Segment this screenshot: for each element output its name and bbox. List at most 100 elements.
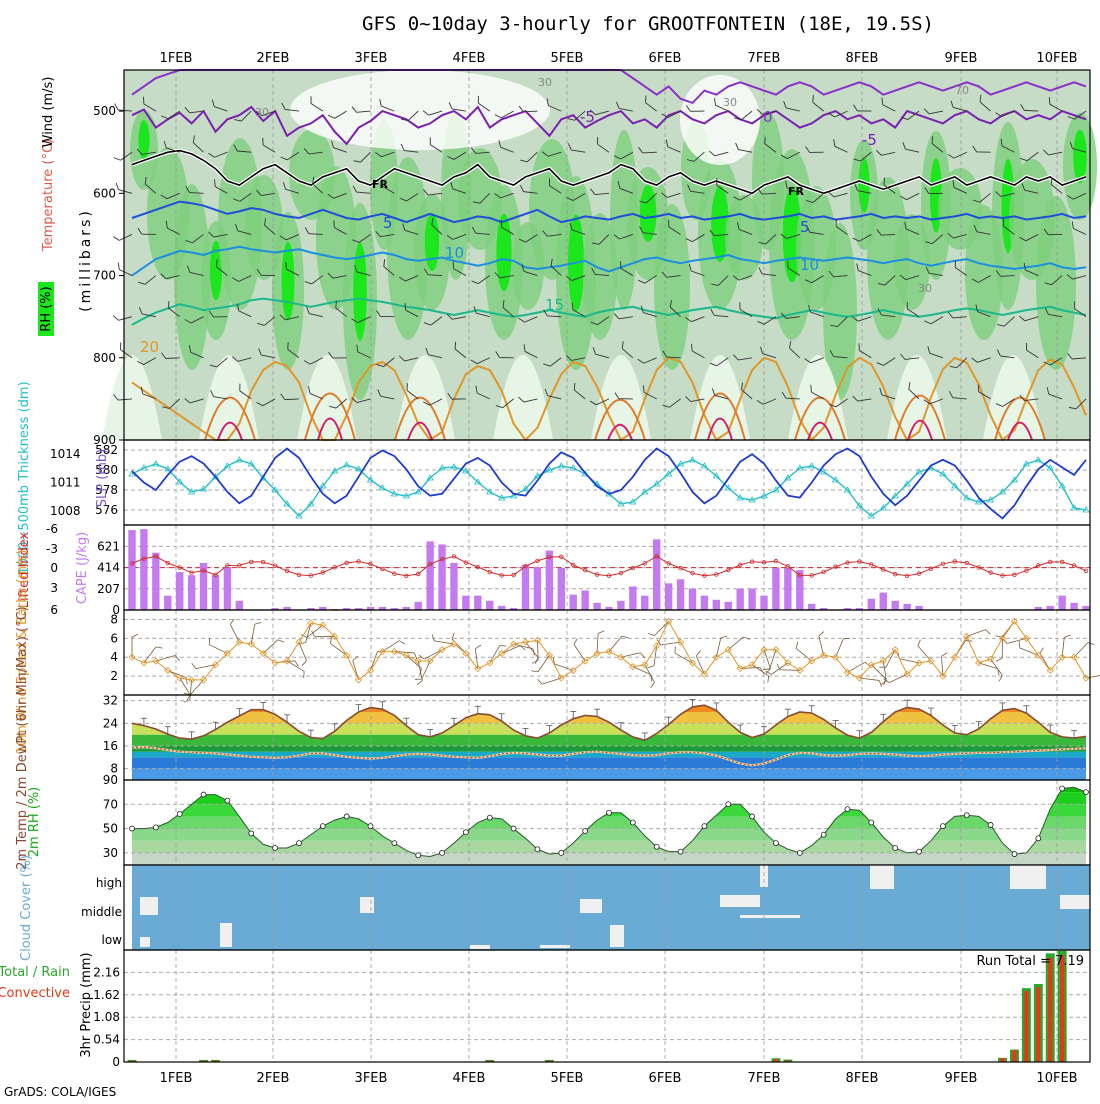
surface-barb-feather bbox=[818, 632, 825, 636]
cape-bar bbox=[498, 606, 505, 610]
surface-barb-feather bbox=[132, 634, 138, 637]
date-label-bottom: 5FEB bbox=[551, 1071, 584, 1086]
cape-bar bbox=[415, 602, 422, 610]
rh-marker bbox=[273, 846, 278, 851]
cape-bar bbox=[677, 579, 684, 610]
surface-barb-staff bbox=[889, 674, 907, 682]
cape-bar bbox=[224, 567, 231, 610]
surface-barb-feather bbox=[416, 681, 422, 685]
cape-bar bbox=[713, 600, 720, 610]
cape-axis-label: CAPE (J/kg) bbox=[75, 532, 90, 604]
cape-bar bbox=[725, 602, 732, 610]
footer-credit: GrADS: COLA/IGES bbox=[4, 1085, 116, 1099]
surface-barb-feather bbox=[301, 661, 308, 666]
surface-barb-feather bbox=[879, 680, 883, 686]
date-label-top: 2FEB bbox=[257, 51, 290, 66]
cape-bar bbox=[152, 553, 159, 610]
temp-color-band bbox=[124, 695, 1090, 701]
wind-barb-feather bbox=[114, 155, 121, 162]
date-label-bottom: 10FEB bbox=[1036, 1071, 1077, 1086]
surface-barb-staff bbox=[263, 640, 278, 654]
isotherm-label: 15 bbox=[545, 296, 564, 314]
wind-tick-label: 2 bbox=[110, 669, 118, 683]
cape-bar bbox=[164, 596, 171, 610]
lifted-tick-label: 3 bbox=[50, 581, 58, 595]
thickness-line bbox=[132, 460, 1086, 516]
date-label-top: 4FEB bbox=[453, 51, 486, 66]
lifted-tick-label: 0 bbox=[50, 561, 58, 575]
cape-tick-label: 207 bbox=[97, 582, 120, 596]
cape-bar bbox=[546, 551, 553, 610]
surface-barb-feather bbox=[777, 664, 780, 670]
surface-wind-barb bbox=[175, 678, 192, 701]
isotherm-label: 5 bbox=[800, 218, 810, 236]
rh-marker bbox=[988, 822, 993, 827]
rh-marker bbox=[344, 814, 349, 819]
rh-marker bbox=[1084, 790, 1089, 795]
surface-barb-staff bbox=[918, 646, 931, 661]
rh-marker bbox=[487, 815, 492, 820]
slp-tick-label: 1008 bbox=[50, 504, 81, 518]
rh-tick-label: 50 bbox=[103, 822, 118, 836]
wind-tick-label: 8 bbox=[110, 612, 118, 626]
temp-color-band bbox=[124, 769, 1090, 780]
surface-barb-staff bbox=[764, 650, 771, 669]
rh-green-area bbox=[1036, 196, 1076, 370]
wind-barb-feather bbox=[113, 314, 118, 321]
rh-marker bbox=[177, 812, 182, 817]
surface-barb-staff bbox=[307, 625, 323, 637]
precip-tick-label: 1.62 bbox=[93, 988, 120, 1002]
cape-bar bbox=[140, 529, 147, 610]
surface-barb-feather bbox=[415, 677, 422, 682]
surface-barb-staff bbox=[230, 624, 239, 642]
surface-wind-barb bbox=[263, 638, 284, 658]
rh-bands bbox=[124, 780, 1090, 865]
surface-barb-feather bbox=[156, 645, 163, 651]
surface-barb-staff bbox=[299, 642, 306, 661]
cape-bar bbox=[903, 604, 910, 610]
surface-wind-barb bbox=[1074, 640, 1094, 661]
wind-barb-feather bbox=[113, 235, 119, 242]
surface-barb-feather bbox=[648, 631, 654, 637]
slp-tick-label: 1014 bbox=[50, 447, 81, 461]
surface-barb-staff bbox=[542, 678, 561, 684]
cape-bar bbox=[558, 568, 565, 610]
temp-color-band bbox=[124, 746, 1090, 752]
cape-bar bbox=[689, 588, 696, 610]
lifted-tick-label: -6 bbox=[46, 522, 58, 536]
surface-barb-feather bbox=[794, 642, 800, 649]
rh-marker bbox=[821, 832, 826, 837]
surface-barb-feather bbox=[431, 634, 435, 640]
date-label-top: 10FEB bbox=[1036, 51, 1077, 66]
surface-barb-feather bbox=[916, 640, 922, 646]
rh-color-band bbox=[124, 853, 1090, 865]
date-label-top: 1FEB bbox=[160, 51, 193, 66]
surface-wind-barb bbox=[766, 658, 788, 676]
run-total-label: Run Total = 7.19 bbox=[976, 954, 1084, 969]
surface-barb-feather bbox=[500, 643, 507, 649]
surface-wind-barb bbox=[412, 661, 423, 685]
rh-side-label: RH (%) bbox=[39, 286, 54, 331]
surface-wind-barb bbox=[275, 660, 299, 668]
cape-bar bbox=[200, 563, 207, 610]
rh-marker bbox=[678, 849, 683, 854]
isotherm-label: 10 bbox=[800, 256, 819, 274]
rh-tick-label: 90 bbox=[103, 773, 118, 787]
temp-tick-label: 16 bbox=[103, 739, 118, 753]
surface-barb-feather bbox=[185, 695, 192, 701]
surface-barb-feather bbox=[255, 621, 261, 625]
surface-barb-staff bbox=[1074, 643, 1088, 658]
rh-marker bbox=[750, 814, 755, 819]
surface-barb-staff bbox=[819, 636, 824, 655]
rh-marker bbox=[225, 798, 230, 803]
cape-bar bbox=[176, 572, 183, 610]
surface-wind-barb bbox=[728, 635, 749, 654]
cloud-gap bbox=[140, 937, 150, 947]
rh-marker bbox=[845, 807, 850, 812]
temp-color-band bbox=[124, 735, 1090, 746]
surface-barb-feather bbox=[1088, 640, 1094, 646]
cape-bar bbox=[808, 604, 815, 610]
page-title: GFS 0~10day 3-hourly for GROOTFONTEIN (1… bbox=[362, 13, 934, 35]
isotherm-label: 20 bbox=[140, 338, 159, 356]
surface-wind-barb bbox=[450, 633, 470, 654]
